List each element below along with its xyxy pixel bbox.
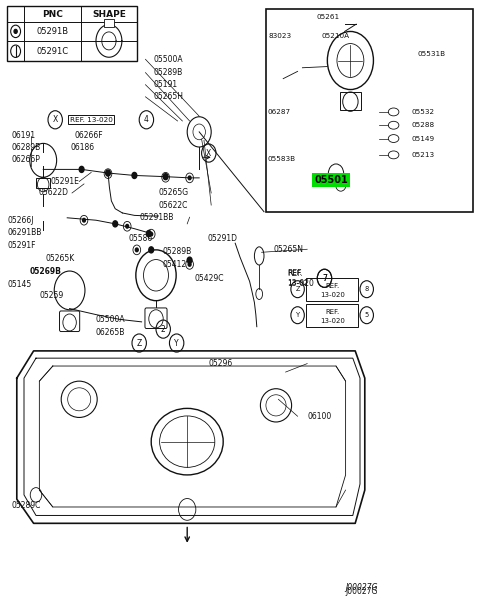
Circle shape <box>163 174 168 180</box>
Text: 05622D: 05622D <box>38 189 69 197</box>
Text: 05586: 05586 <box>129 234 153 243</box>
Circle shape <box>135 248 138 252</box>
Circle shape <box>146 231 151 237</box>
Text: 05500A: 05500A <box>96 315 126 324</box>
Circle shape <box>149 247 154 253</box>
Text: 05291BB: 05291BB <box>139 213 174 221</box>
Text: 13-020: 13-020 <box>320 318 345 324</box>
Text: 05412: 05412 <box>162 260 186 269</box>
Text: Y: Y <box>296 312 300 318</box>
Text: 05265G: 05265G <box>158 189 189 197</box>
Text: 13-020: 13-020 <box>287 279 314 287</box>
Text: 06287: 06287 <box>268 109 291 115</box>
Text: REF.: REF. <box>325 283 339 289</box>
Text: REF. 13-020: REF. 13-020 <box>70 117 113 123</box>
Circle shape <box>164 175 167 179</box>
Text: 05500A: 05500A <box>154 55 183 64</box>
Text: 06266F: 06266F <box>74 131 103 140</box>
FancyBboxPatch shape <box>60 311 80 332</box>
FancyBboxPatch shape <box>7 6 137 60</box>
Text: 05265K: 05265K <box>46 254 75 263</box>
Circle shape <box>132 172 137 178</box>
Text: 7: 7 <box>322 274 327 283</box>
Text: 13-020: 13-020 <box>320 292 345 298</box>
Text: PNC: PNC <box>42 10 63 19</box>
Text: 5: 5 <box>365 312 369 318</box>
Text: 05622C: 05622C <box>158 201 188 209</box>
Circle shape <box>106 170 110 176</box>
Text: 06266P: 06266P <box>12 155 41 163</box>
Circle shape <box>79 166 84 172</box>
Text: 05291C: 05291C <box>36 47 69 56</box>
Text: 05289C: 05289C <box>12 501 41 509</box>
FancyBboxPatch shape <box>104 19 114 27</box>
Text: 8: 8 <box>365 286 369 292</box>
Text: 05265N: 05265N <box>274 245 303 253</box>
Circle shape <box>188 176 191 180</box>
FancyBboxPatch shape <box>306 304 358 327</box>
Text: 06191: 06191 <box>12 131 36 140</box>
Text: J00027G: J00027G <box>346 587 378 596</box>
Text: 05291D: 05291D <box>207 234 237 243</box>
Text: 05531B: 05531B <box>418 51 446 57</box>
Text: 05291B: 05291B <box>36 27 69 36</box>
Circle shape <box>187 257 192 263</box>
Text: 13-020: 13-020 <box>287 280 313 286</box>
Circle shape <box>188 263 191 266</box>
Text: Z: Z <box>295 286 300 292</box>
Text: X: X <box>206 149 211 157</box>
Text: 05191: 05191 <box>154 80 178 89</box>
Text: 05296: 05296 <box>209 359 233 368</box>
Text: J00027G: J00027G <box>346 583 378 592</box>
Text: 05269B: 05269B <box>30 267 61 275</box>
Text: 06100: 06100 <box>307 412 332 420</box>
Text: 06291BB: 06291BB <box>7 229 42 237</box>
FancyBboxPatch shape <box>306 278 358 301</box>
Text: 05583B: 05583B <box>268 155 296 162</box>
Text: 05266J: 05266J <box>7 217 34 225</box>
Circle shape <box>126 224 129 228</box>
Text: REF.: REF. <box>287 269 303 278</box>
Text: REF.: REF. <box>325 309 339 315</box>
Circle shape <box>113 221 118 227</box>
Text: 2: 2 <box>161 325 166 333</box>
Circle shape <box>83 218 85 222</box>
Text: Y: Y <box>174 339 179 347</box>
Text: 06265B: 06265B <box>96 328 125 336</box>
Text: 05288: 05288 <box>412 122 435 128</box>
FancyBboxPatch shape <box>145 308 167 329</box>
FancyBboxPatch shape <box>36 178 50 188</box>
FancyBboxPatch shape <box>266 9 473 212</box>
Text: Z: Z <box>137 339 142 347</box>
Text: 05261: 05261 <box>317 14 340 20</box>
Text: 05289B: 05289B <box>154 68 183 77</box>
Text: 05291F: 05291F <box>7 241 36 249</box>
Text: REF.: REF. <box>287 270 302 276</box>
Text: 05289B: 05289B <box>162 247 192 256</box>
Circle shape <box>107 172 109 175</box>
Text: 05259: 05259 <box>39 291 64 299</box>
FancyBboxPatch shape <box>340 92 361 110</box>
Text: 83023: 83023 <box>269 33 292 39</box>
Text: 05210A: 05210A <box>322 33 350 39</box>
Text: 05501: 05501 <box>314 175 348 185</box>
Text: 05429C: 05429C <box>194 274 224 283</box>
Circle shape <box>150 232 153 236</box>
Circle shape <box>14 30 17 33</box>
Text: 4: 4 <box>144 116 149 124</box>
Text: 05213: 05213 <box>412 152 435 158</box>
Text: X: X <box>53 116 58 124</box>
Text: 06289B: 06289B <box>12 143 41 152</box>
Text: 05149: 05149 <box>412 136 435 142</box>
Text: 05145: 05145 <box>7 280 32 289</box>
Text: 05291E: 05291E <box>50 177 79 186</box>
Text: 05532: 05532 <box>412 109 435 115</box>
Text: 05265H: 05265H <box>154 93 183 101</box>
Text: SHAPE: SHAPE <box>92 10 126 19</box>
Text: 06186: 06186 <box>71 143 95 151</box>
Text: 7: 7 <box>322 274 327 283</box>
